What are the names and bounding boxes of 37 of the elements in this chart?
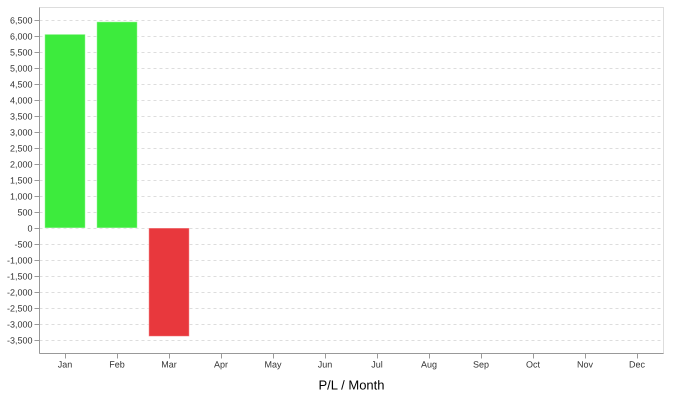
x-tick-label: Nov (576, 360, 594, 370)
y-tick-label: 5,000 (10, 63, 32, 74)
y-tick-label: 6,000 (10, 31, 32, 42)
y-tick-label: -1,000 (6, 256, 32, 266)
x-tick-label: Aug (420, 360, 438, 370)
y-tick-label: 1,500 (10, 176, 32, 186)
y-tick-label: 6,500 (10, 15, 32, 26)
x-tick-label: Jul (371, 360, 383, 370)
y-tick-label: -3,500 (6, 336, 32, 346)
x-tick-label: May (264, 360, 282, 370)
y-tick-label: 3,500 (10, 111, 32, 122)
y-tick-label: -2,500 (6, 304, 32, 314)
y-tick-label: 500 (17, 208, 32, 218)
x-tick-label: Jun (318, 360, 332, 370)
y-tick-label: -1,500 (6, 272, 32, 282)
x-tick-label: Feb (109, 360, 125, 370)
bar (148, 228, 190, 337)
x-tick-label: Jan (58, 360, 72, 370)
x-tick-label: Apr (214, 360, 228, 370)
bar (44, 34, 86, 229)
y-tick-label: 2,000 (10, 159, 32, 170)
y-tick-label: -500 (14, 240, 32, 250)
x-axis-title: P/L / Month (318, 378, 384, 392)
y-tick-label: 4,000 (10, 95, 32, 106)
y-tick-label: 4,500 (10, 79, 32, 90)
y-tick-label: -2,000 (6, 288, 32, 298)
bar (96, 21, 138, 229)
x-tick-label: Sep (472, 360, 490, 370)
x-tick-label: Oct (526, 360, 540, 370)
x-tick-label: Dec (628, 360, 646, 370)
y-tick-label: 5,500 (10, 47, 32, 58)
y-tick-label: -3,000 (6, 320, 32, 330)
x-tick-label: Mar (161, 360, 177, 370)
y-tick-label: 2,500 (10, 143, 32, 154)
y-tick-label: 0 (27, 224, 32, 234)
y-tick-label: 1,000 (10, 192, 32, 202)
y-tick-label: 3,000 (10, 127, 32, 138)
